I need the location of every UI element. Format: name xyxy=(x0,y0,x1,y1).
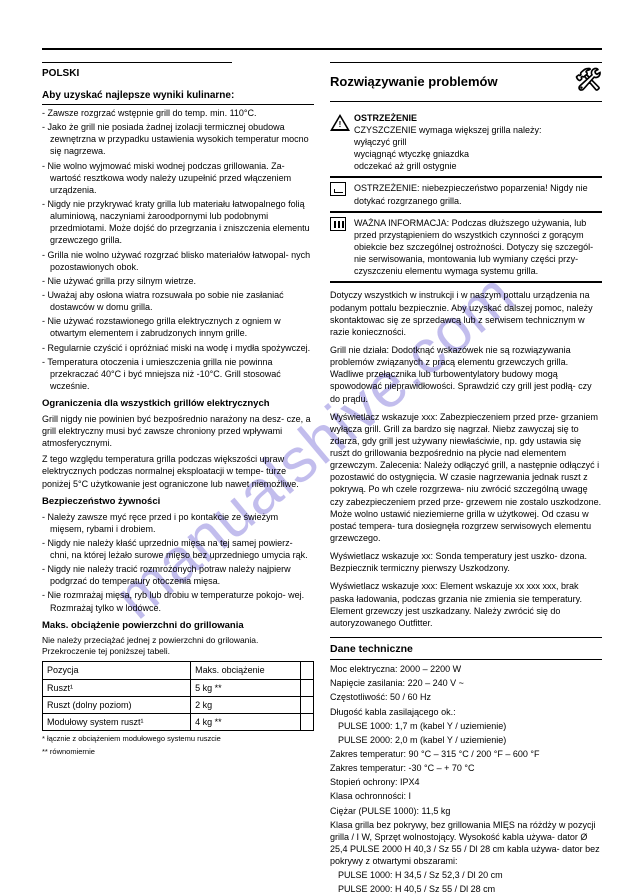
load-table: Pozycja Maks. obciążenie Ruszt¹ 5 kg ** … xyxy=(42,661,314,731)
warning-block-heat: WAŻNA INFORMACJA: Podczas dłuższego używ… xyxy=(330,217,602,278)
spec-tail: Klasa ochronności: I xyxy=(330,790,602,802)
spec-tail: Zakres temperatur: 90 °C – 315 °C / 200 … xyxy=(330,748,602,760)
warn-heat-text: WAŻNA INFORMACJA: Podczas dłuższego używ… xyxy=(354,217,602,278)
right-column: Rozwiązywanie problemów 🛠 ! OSTRZEŻENIE … xyxy=(330,62,602,852)
spec-tail: Stopień ochrony: IPX4 xyxy=(330,776,602,788)
body-para: Wyświetlacz wskazuje xxx: Element wskazu… xyxy=(330,580,602,629)
double-rule xyxy=(330,176,602,178)
warning-1-line: wyciągnąć wtyczkę gniazdka xyxy=(354,148,602,160)
table-row: Ruszt (dolny poziom) 2 kg xyxy=(43,696,314,713)
table-cell xyxy=(301,662,314,679)
list-item: Temperatura otoczenia i umieszczenia gri… xyxy=(42,356,314,392)
table-cell: 5 kg ** xyxy=(191,679,301,696)
table-cell: 2 kg xyxy=(191,696,301,713)
spec-row: Moc elektryczna: 2000 – 2200 W xyxy=(330,663,602,675)
section-2-list: Należy zawsze myć ręce przed i po kontak… xyxy=(42,511,314,614)
spec-tail: PULSE 1000: H 34,5 / Sz 52,3 / Dl 20 cm xyxy=(330,869,602,881)
warning-1-line: odczekać aż grill ostygnie xyxy=(354,160,602,172)
top-horizontal-rule xyxy=(42,48,602,50)
tools-icon: 🛠 xyxy=(574,65,602,95)
spec-tail: PULSE 2000: H 40,5 / Sz 55 / Dl 28 cm xyxy=(330,883,602,895)
double-rule xyxy=(330,281,602,283)
warning-1-line: wyłączyć grill xyxy=(354,136,602,148)
body-para: Wyświetlacz wskazuje xxx: Zabezpieczenie… xyxy=(330,411,602,545)
footnote-2: ** równomiernie xyxy=(42,747,314,757)
spec-tail: Ciężar (PULSE 1000): 11,5 kg xyxy=(330,805,602,817)
heat-hazard-icon xyxy=(330,217,346,231)
warn-burn-text: OSTRZEŻENIE: niebezpieczeństwo poparzeni… xyxy=(354,182,602,206)
right-heading-underline xyxy=(330,101,602,102)
section-1-sub: Ograniczenia dla wszystkich grillów elek… xyxy=(42,398,314,411)
table-cell: Modułowy system ruszt¹ xyxy=(43,713,191,730)
thin-rule xyxy=(330,659,602,660)
warning-1-title: OSTRZEŻENIE xyxy=(354,113,417,123)
section-3-title: Maks. obciążenie powierzchni do grillowa… xyxy=(42,620,314,633)
left-column: POLSKI Aby uzyskać najlepsze wyniki kuli… xyxy=(42,62,314,852)
table-row: Ruszt¹ 5 kg ** xyxy=(43,679,314,696)
table-cell: Ruszt (dolny poziom) xyxy=(43,696,191,713)
table-cell xyxy=(301,713,314,730)
spec-row: Długość kabla zasilającego ok.: xyxy=(330,706,602,718)
list-item: Jako że grill nie posiada żadnej izolacj… xyxy=(42,121,314,157)
list-item: Nie wolno wyjmować miski wodnej podczas … xyxy=(42,160,314,196)
right-col-top-line xyxy=(330,62,602,63)
page: POLSKI Aby uzyskać najlepsze wyniki kuli… xyxy=(0,0,630,892)
list-item: Nie używać grilla przy silnym wietrze. xyxy=(42,275,314,287)
spec-tail: Zakres temperatur: -30 °C – + 70 °C xyxy=(330,762,602,774)
list-item: Nie rozmrażaj mięsa, ryb lub drobiu w te… xyxy=(42,589,314,613)
spec-tail: Klasa grilla bez pokrywy, bez grillowani… xyxy=(330,819,602,868)
list-item: Nigdy nie przykrywać kraty grilla lub ma… xyxy=(42,198,314,247)
warning-block-1: ! OSTRZEŻENIE CZYSZCZENIE wymaga większe… xyxy=(330,112,602,173)
list-item: Zawsze rozgrzać wstępnie grill do temp. … xyxy=(42,107,314,119)
section-1-list: Zawsze rozgrzać wstępnie grill do temp. … xyxy=(42,107,314,392)
tech-data-title: Dane techniczne xyxy=(330,637,602,656)
right-heading-bar: Rozwiązywanie problemów 🛠 xyxy=(330,69,602,95)
list-item: Nigdy nie należy tracić rozmrożonych pot… xyxy=(42,563,314,587)
list-item: Grilla nie wolno używać rozgrzać blisko … xyxy=(42,249,314,273)
table-cell xyxy=(301,696,314,713)
table-cell: Ruszt¹ xyxy=(43,679,191,696)
list-item: Nigdy nie należy kłaść uprzednio mięsa n… xyxy=(42,537,314,561)
right-heading: Rozwiązywanie problemów xyxy=(330,73,498,91)
page-lang-heading: POLSKI xyxy=(42,67,314,81)
section-1-title: Aby uzyskać najlepsze wyniki kulinarne: xyxy=(42,89,314,106)
table-row: Pozycja Maks. obciążenie xyxy=(43,662,314,679)
body-para: Wyświetlacz wskazuje xx: Sonda temperatu… xyxy=(330,550,602,574)
left-col-top-line xyxy=(42,62,232,63)
list-item: Należy zawsze myć ręce przed i po kontak… xyxy=(42,511,314,535)
list-item: Uważaj aby osłona wiatra rozsuwała po so… xyxy=(42,289,314,313)
section-1-p1: Grill nigdy nie powinien być bezpośredni… xyxy=(42,413,314,449)
warning-1-text: OSTRZEŻENIE CZYSZCZENIE wymaga większej … xyxy=(354,112,602,173)
body-para: Dotyczy wszystkich w instrukcji i w nasz… xyxy=(330,289,602,338)
warning-triangle-icon: ! xyxy=(330,114,350,131)
spec-sub: PULSE 2000: 2,0 m (kabel Y / uziemienie) xyxy=(330,734,602,746)
burn-hazard-icon xyxy=(330,182,346,196)
section-2-title: Bezpieczeństwo żywności xyxy=(42,496,314,509)
spec-row: Napięcie zasilania: 220 – 240 V ~ xyxy=(330,677,602,689)
table-cell: Maks. obciążenie xyxy=(191,662,301,679)
table-cell xyxy=(301,679,314,696)
warning-block-burn: OSTRZEŻENIE: niebezpieczeństwo poparzeni… xyxy=(330,182,602,206)
spec-row: Częstotliwość: 50 / 60 Hz xyxy=(330,691,602,703)
warning-1-line: CZYSZCZENIE wymaga większej grilla należ… xyxy=(354,124,602,136)
double-rule xyxy=(330,211,602,213)
columns: POLSKI Aby uzyskać najlepsze wyniki kuli… xyxy=(42,62,602,852)
list-item: Nie używać rozstawionego grilla elektryc… xyxy=(42,315,314,339)
footnote-1: * łącznie z obciążeniem modułowego syste… xyxy=(42,734,314,744)
spec-sub: PULSE 1000: 1,7 m (kabel Y / uziemienie) xyxy=(330,720,602,732)
list-item: Regularnie czyścić i opróżniać miski na … xyxy=(42,342,314,354)
section-3-note: Nie należy przeciążać jednej z powierzch… xyxy=(42,635,314,658)
table-cell: Pozycja xyxy=(43,662,191,679)
table-cell: 4 kg ** xyxy=(191,713,301,730)
section-1-p2: Z tego względu temperatura grilla podcza… xyxy=(42,453,314,489)
body-para: Grill nie działa: Dodotknąć wskazówek ni… xyxy=(330,344,602,405)
table-row: Modułowy system ruszt¹ 4 kg ** xyxy=(43,713,314,730)
